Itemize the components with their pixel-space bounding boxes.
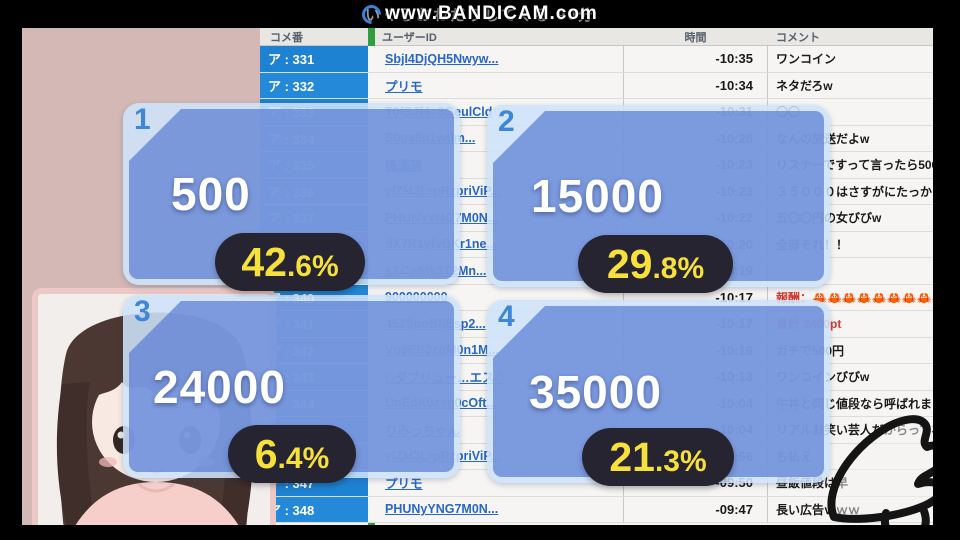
answer-rank-number: 3	[134, 295, 151, 328]
comment-row[interactable]: ア : 348 PHUNyYNG7M0N... -09:47 長い広告ｗｗｗ	[260, 496, 933, 523]
percent-badge: 29.8%	[578, 235, 733, 293]
answer-amount: 15000	[531, 170, 664, 222]
comment-cell: ワンコイン	[776, 52, 837, 67]
answer-card: 1 500	[123, 103, 460, 285]
percent-main: 29	[606, 241, 653, 287]
answer-amount: 24000	[153, 360, 286, 413]
answer-amount: 35000	[529, 365, 662, 418]
percent-main: 42	[241, 239, 287, 285]
percent-main: 21	[609, 434, 655, 480]
answer-rank-number: 2	[498, 105, 515, 138]
stream-title: いくらおねだりしてくる 90分	[365, 6, 595, 24]
answer-card: 2 15000	[487, 105, 830, 287]
bandicam-logo-icon	[358, 0, 386, 28]
time-cell: -09:47	[623, 496, 768, 522]
table-header: コメ番 ユーザーID 時間 コメント	[260, 28, 933, 46]
percent-sub: .8%	[652, 252, 705, 285]
bandicam-watermark-text: www.BANDICAM.com	[385, 3, 598, 24]
percent-badge: 21.3%	[582, 428, 734, 486]
user-id-link[interactable]: プリモ	[385, 79, 423, 94]
top-letterbox-bar: いくらおねだりしてくる 90分 www.BANDICAM.com	[0, 0, 960, 28]
percent-badge: 6.4%	[228, 425, 356, 483]
bandicam-watermark: www.BANDICAM.com	[358, 0, 598, 28]
comment-row[interactable]: ア : 331 SbjI4DjQH5Nwyw... -10:35 ワンコイン	[260, 46, 933, 73]
time-cell: -10:34	[623, 72, 768, 98]
wing-doodle-icon	[827, 415, 933, 525]
comment-number-cell: ア : 331	[260, 46, 368, 72]
comment-cell: ネタだろw	[776, 78, 833, 93]
content-area: コメ番 ユーザーID 時間 コメント ア : 331 SbjI4DjQH5Nwy…	[22, 28, 933, 525]
comment-row[interactable]: ア : 332 プリモ -10:34 ネタだろw	[260, 72, 933, 99]
answer-rank-number: 1	[134, 103, 151, 136]
percent-sub: .4%	[277, 442, 330, 475]
header-comment: コメント	[776, 31, 820, 44]
header-user-id: ユーザーID	[382, 31, 437, 44]
header-comment-number: コメ番	[270, 31, 303, 44]
percent-sub: .6%	[286, 250, 339, 283]
comment-number-cell: ア : 332	[260, 72, 368, 98]
time-cell: -10:35	[623, 46, 768, 72]
percent-sub: .3%	[654, 445, 707, 478]
percent-badge: 42.6%	[215, 233, 365, 291]
answer-card: 3 24000	[123, 295, 460, 478]
user-id-link[interactable]: プリモ	[385, 477, 423, 492]
user-id-link[interactable]: SbjI4DjQH5Nwyw...	[385, 51, 499, 66]
answer-rank-number: 4	[498, 300, 515, 333]
comment-number-cell: ア : 348	[260, 496, 368, 522]
percent-main: 6	[254, 431, 278, 477]
answer-amount: 500	[171, 168, 251, 220]
header-time: 時間	[684, 31, 707, 44]
user-id-link[interactable]: PHUNyYNG7M0N...	[385, 502, 499, 517]
